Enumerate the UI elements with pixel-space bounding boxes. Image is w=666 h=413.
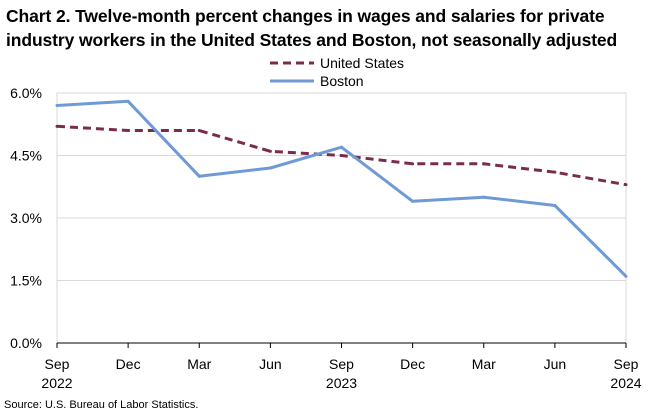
- data-point-boston: [268, 166, 272, 170]
- data-point-boston: [126, 99, 130, 103]
- y-tick-label: 4.5%: [10, 148, 42, 164]
- x-tick-label: Dec: [400, 356, 425, 372]
- data-point-united-states: [197, 129, 201, 132]
- data-point-boston: [197, 174, 201, 178]
- x-tick-label: Mar: [472, 356, 496, 372]
- y-tick-label: 1.5%: [10, 273, 42, 289]
- chart-title: Chart 2. Twelve-month percent changes in…: [6, 6, 618, 50]
- series-line-boston: [56, 99, 628, 278]
- data-point-boston: [553, 204, 557, 207]
- data-point-united-states: [624, 183, 628, 187]
- y-tick-label: 0.0%: [10, 335, 42, 351]
- data-point-united-states: [268, 149, 272, 153]
- x-tick-label: Jun: [544, 356, 567, 372]
- data-point-united-states: [340, 154, 343, 157]
- data-point-united-states: [553, 170, 557, 174]
- y-tick-label: 3.0%: [10, 210, 42, 226]
- x-tick-label: Sep 2022: [41, 356, 72, 391]
- data-point-united-states: [411, 162, 415, 166]
- data-point-united-states: [55, 124, 59, 128]
- data-point-boston: [340, 145, 343, 149]
- data-point-boston: [411, 199, 415, 203]
- data-point-united-states: [126, 129, 130, 132]
- x-tick-label: Sep 2024: [610, 356, 641, 391]
- source-note: Source: U.S. Bureau of Labor Statistics.: [4, 399, 199, 411]
- data-point-boston: [624, 274, 628, 278]
- x-tick-label: Dec: [116, 356, 141, 372]
- data-point-united-states: [482, 162, 486, 166]
- x-tick-label: Sep 2023: [326, 356, 357, 391]
- data-point-boston: [55, 104, 59, 107]
- x-tick-label: Mar: [187, 356, 211, 372]
- x-tick-label: Jun: [259, 356, 282, 372]
- data-point-boston: [482, 195, 486, 199]
- y-tick-label: 6.0%: [10, 85, 42, 101]
- legend-label-united-states: United States: [320, 55, 404, 71]
- legend-label-boston: Boston: [320, 73, 364, 89]
